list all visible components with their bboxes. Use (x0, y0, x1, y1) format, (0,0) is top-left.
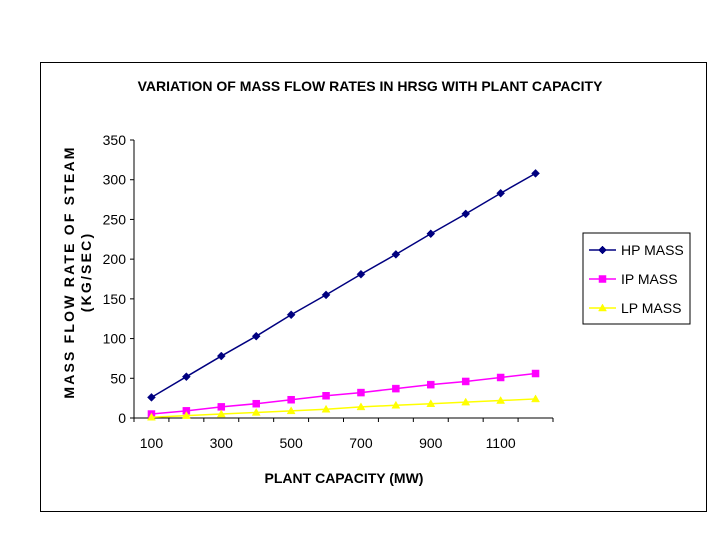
data-point (391, 250, 401, 259)
legend-entry: IP MASS (589, 271, 678, 287)
data-point (392, 384, 400, 393)
data-point (426, 399, 436, 407)
legend-entry: LP MASS (589, 300, 681, 316)
series-line (151, 372, 536, 415)
data-point (217, 403, 226, 411)
data-point (252, 399, 260, 408)
data-point (461, 209, 471, 219)
legend: HP MASS IP MASS LP MASS (582, 232, 691, 325)
y-tick-label: 100 (103, 331, 127, 347)
x-tick-label: 900 (419, 435, 443, 451)
x-ticks: 100 300 500 700 900 1100 (133, 418, 554, 451)
y-axis-label-line1: MASS FLOW RATE OF STEAM (61, 145, 77, 398)
series-line (151, 172, 536, 398)
data-point (251, 331, 261, 341)
y-tick-label: 50 (110, 370, 126, 386)
legend-label: IP MASS (621, 271, 678, 287)
data-point (321, 290, 331, 300)
data-point (531, 394, 540, 403)
data-point (356, 402, 366, 411)
data-point (216, 409, 226, 418)
data-point (427, 380, 435, 389)
data-point (391, 400, 401, 409)
data-point (321, 404, 331, 413)
y-tick-label: 350 (103, 132, 127, 148)
chart-title: VARIATION OF MASS FLOW RATES IN HRSG WIT… (138, 78, 603, 94)
data-point (426, 229, 436, 239)
data-point (496, 188, 505, 198)
data-point (496, 373, 505, 382)
data-point (496, 396, 506, 404)
y-tick-label: 150 (103, 291, 127, 307)
data-point (531, 169, 540, 178)
data-point (251, 407, 261, 416)
legend-marker (598, 245, 607, 255)
y-tick-label: 300 (103, 172, 127, 188)
series-layer (147, 169, 540, 421)
legend-label: LP MASS (621, 300, 681, 316)
x-tick-label: 1100 (486, 435, 516, 451)
legend-entry: HP MASS (589, 242, 684, 258)
data-point (216, 351, 226, 361)
data-point (287, 395, 295, 404)
series-lp-mass (147, 394, 540, 421)
data-point (147, 412, 156, 421)
data-point (147, 392, 156, 402)
y-axis-label-line2: (KG/SEC) (78, 232, 94, 313)
y-tick-label: 250 (103, 211, 127, 227)
data-point (357, 388, 365, 397)
x-axis-label: PLANT CAPACITY (MW) (265, 470, 424, 486)
data-point (531, 369, 540, 378)
data-point (182, 372, 191, 382)
legend-marker (598, 275, 607, 283)
y-tick-label: 200 (103, 251, 127, 267)
series-hp-mass (147, 169, 540, 402)
data-point (461, 397, 471, 406)
data-point (286, 310, 296, 320)
data-point (461, 377, 470, 386)
data-point (356, 269, 366, 279)
x-tick-label: 700 (349, 435, 373, 451)
legend-label: HP MASS (621, 242, 684, 258)
data-point (286, 406, 296, 415)
x-tick-label: 300 (210, 435, 234, 451)
data-point (322, 392, 330, 400)
y-tick-label: 0 (118, 410, 126, 426)
data-point (181, 411, 191, 419)
y-ticks: 0 50 100 150 200 250 300 350 (103, 132, 134, 426)
x-tick-label: 500 (279, 435, 303, 451)
series-line (151, 398, 536, 418)
x-tick-label: 100 (140, 435, 164, 451)
legend-marker (598, 303, 607, 312)
series-ip-mass (147, 369, 540, 418)
y-axis-label: MASS FLOW RATE OF STEAM (KG/SEC) (61, 145, 94, 398)
